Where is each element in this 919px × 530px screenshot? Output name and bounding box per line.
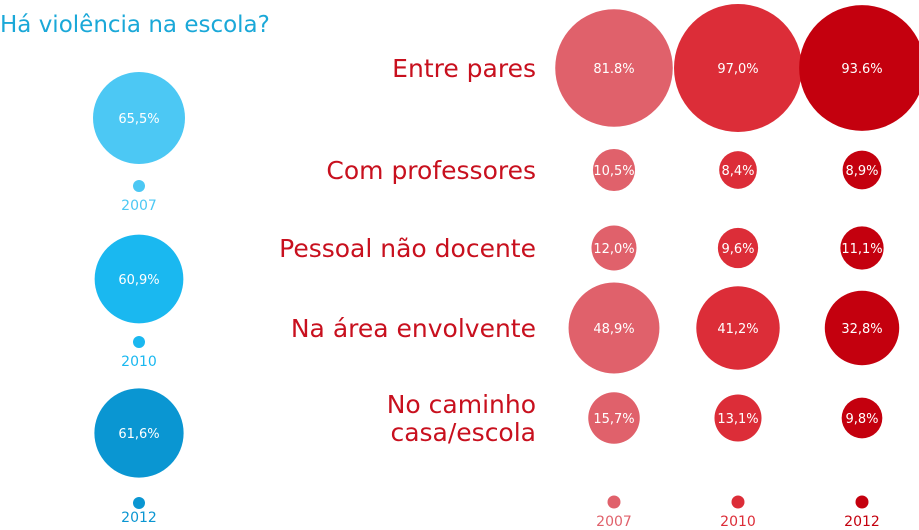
bubble-value-label-2012: 8,9% xyxy=(845,164,878,179)
bubble-2007 xyxy=(568,282,660,374)
overall-year-label-2012: 2012 xyxy=(121,510,157,526)
bubble-2010 xyxy=(714,394,762,442)
bubble-value-label-2007: 81.8% xyxy=(593,62,634,77)
year-label-2007: 2007 xyxy=(596,514,632,530)
year-dot-2010 xyxy=(731,495,745,509)
bubble-2012 xyxy=(840,226,884,270)
bubble-value-label-2010: 9,6% xyxy=(721,242,754,257)
overall-value-label-2007: 65,5% xyxy=(118,112,159,127)
category-label: casa/escola xyxy=(390,418,536,447)
bubble-2010 xyxy=(696,286,780,370)
year-dot-2007 xyxy=(607,495,621,509)
bubble-2012 xyxy=(841,397,883,439)
category-label: Pessoal não docente xyxy=(279,234,536,263)
bubble-2010 xyxy=(717,227,759,269)
overall-value-label-2010: 60,9% xyxy=(118,273,159,288)
bubble-value-label-2007: 48,9% xyxy=(593,322,634,337)
bubble-2007 xyxy=(555,9,673,127)
bubble-2010 xyxy=(674,4,802,132)
overall-year-dot-2007 xyxy=(133,180,145,192)
bubble-value-label-2007: 12,0% xyxy=(593,242,634,257)
bubble-value-label-2007: 15,7% xyxy=(593,412,634,427)
category-label: Na área envolvente xyxy=(291,314,536,343)
overall-year-label-2007: 2007 xyxy=(121,198,157,214)
overall-bubble-2010 xyxy=(94,234,184,324)
chart-title: Há violência na escola? xyxy=(0,12,270,38)
bubble-2007 xyxy=(591,225,637,271)
bubble-2012 xyxy=(842,150,882,190)
bubble-2012 xyxy=(799,5,919,131)
overall-bubble-2007 xyxy=(93,72,185,164)
category-label: No caminho xyxy=(387,390,536,419)
category-label: Com professores xyxy=(326,156,536,185)
bubble-value-label-2012: 93.6% xyxy=(841,62,882,77)
bubble-value-label-2012: 32,8% xyxy=(841,322,882,337)
year-label-2010: 2010 xyxy=(720,514,756,530)
bubble-2010 xyxy=(719,151,757,189)
bubble-value-label-2010: 13,1% xyxy=(717,412,758,427)
overall-bubble-2012 xyxy=(94,388,184,478)
year-label-2012: 2012 xyxy=(844,514,880,530)
bubble-value-label-2010: 97,0% xyxy=(717,62,758,77)
bubble-2007 xyxy=(588,392,640,444)
bubble-2007 xyxy=(592,148,636,192)
bubble-2012 xyxy=(824,290,900,366)
category-label: Entre pares xyxy=(392,54,536,83)
overall-value-label-2012: 61,6% xyxy=(118,427,159,442)
overall-year-label-2010: 2010 xyxy=(121,354,157,370)
bubble-value-label-2012: 11,1% xyxy=(841,242,882,257)
bubble-value-label-2010: 8,4% xyxy=(721,164,754,179)
bubble-value-label-2007: 10,5% xyxy=(593,164,634,179)
overall-year-dot-2012 xyxy=(133,497,145,509)
bubble-value-label-2012: 9,8% xyxy=(845,412,878,427)
overall-year-dot-2010 xyxy=(133,336,145,348)
bubble-value-label-2010: 41,2% xyxy=(717,322,758,337)
year-dot-2012 xyxy=(855,495,869,509)
